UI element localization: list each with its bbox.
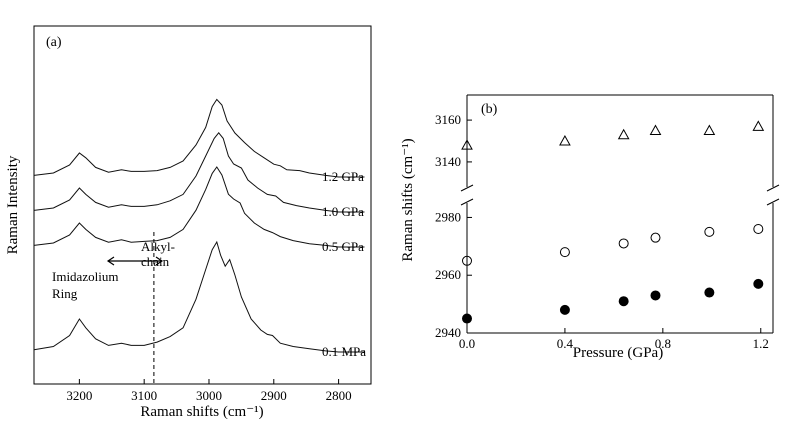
data-point-open-circle [462,255,472,266]
panel-b-label: (b) [481,102,498,117]
panel-a-series-labels: 1.2 GPa 1.0 GPa 0.5 GPa 0.1 MPa [322,169,366,359]
spectrum-series-label: 0.5 GPa [322,239,364,254]
panel-b: (b) 0.0 0.4 0.8 1.2 3140 3160 2940 2960 2980 Ram… [400,94,780,361]
data-point-filled-circle [704,287,715,298]
data-point-filled-circle [650,290,661,301]
arrow-right [136,256,164,266]
panel-a-y-axis-label: Raman Intensity [5,155,21,254]
data-point-triangle [649,124,662,136]
axis-break-marks [460,184,780,206]
data-point-open-circle [618,238,629,249]
data-point-open-circle [753,224,764,234]
data-point-triangle [703,124,716,136]
panel-a-x-axis-label: Raman shifts (cm⁻¹) [140,404,263,420]
panel-a-x-tick-label: 2800 [326,388,352,403]
panel-b-x-axis-label: Pressure (GPa) [573,345,663,361]
data-point-triangle [461,139,473,150]
panel-a-frame [33,25,372,385]
panel-a-x-ticks: 3200 3100 3000 2900 2800 [66,379,352,403]
spectrum-series-label: 1.0 GPa [322,204,364,219]
data-point-filled-circle [462,313,472,324]
data-point-triangle [752,120,765,131]
panel-b-frame [466,94,774,334]
annotation-alkyl-line2: chain [141,254,170,269]
data-point-open-circle [650,232,661,243]
arrow-left [106,256,136,266]
panel-b-x-tick-label: 1.2 [753,336,769,351]
panel-b-y-tick-label: 3160 [435,112,461,127]
spectrum-series-label: 0.1 MPa [322,344,366,359]
panel-b-y-tick-label: 2980 [435,209,461,224]
data-point-triangle [559,134,571,146]
panel-b-y-tick-label: 2960 [435,267,461,282]
panel-a-label: (a) [46,35,62,50]
panel-b-y-tick-label: 2940 [435,325,461,340]
data-point-triangle [617,128,630,140]
annotation-imidazolium-line2: Ring [52,286,78,301]
panel-a-curves [33,98,365,353]
data-point-filled-circle [753,278,764,289]
data-point-filled-circle [559,304,570,315]
panel-b-points [461,120,765,324]
panel-b-ticks: 0.0 0.4 0.8 1.2 3140 3160 2940 2960 2980 [435,112,769,351]
annotation-imidazolium-line1: Imidazolium [52,269,118,284]
data-point-open-circle [559,247,570,258]
panel-a: (a) 3200 3100 3000 2900 2800 1.2 GPa 1.0 GPa 0… [5,25,372,420]
spectrum-line [33,240,365,353]
panel-a-x-tick-label: 2900 [261,388,287,403]
panel-a-x-tick-label: 3100 [131,388,157,403]
spectrum-line [33,98,365,178]
panel-a-x-tick-label: 3200 [66,388,92,403]
spectrum-line [33,132,365,213]
data-point-open-circle [704,226,715,237]
spectrum-series-label: 1.2 GPa [322,169,364,184]
panel-b-x-tick-label: 0.4 [557,336,574,351]
panel-b-x-tick-label: 0.0 [459,336,475,351]
data-point-filled-circle [618,296,629,307]
panel-b-y-axis-label: Raman shifts (cm⁻¹) [400,138,416,261]
panel-a-x-tick-label: 3000 [196,388,222,403]
spectrum-line [33,166,365,248]
annotation-alkyl-line1: Alkyl- [141,239,175,254]
panel-b-x-tick-label: 0.8 [655,336,671,351]
panel-b-y-tick-label: 3140 [435,154,461,169]
